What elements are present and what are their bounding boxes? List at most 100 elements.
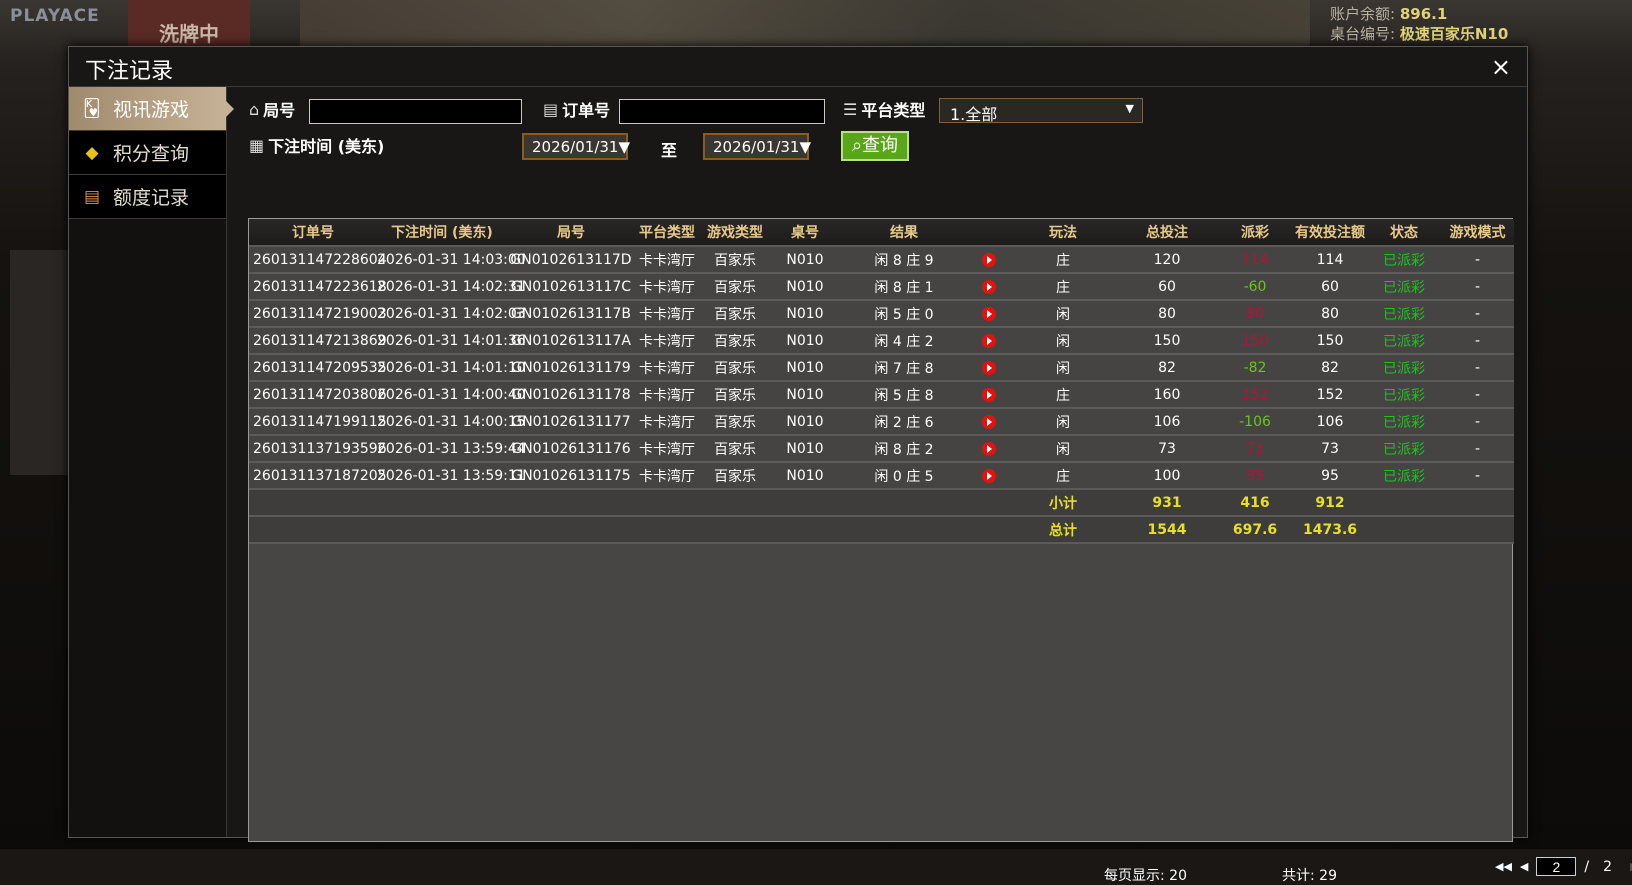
cell-platform: 卡卡湾厅 — [635, 273, 699, 301]
cell-status: 已派彩 — [1367, 408, 1441, 436]
cell-bet-type: 闲 — [1009, 408, 1117, 436]
cell-replay — [969, 246, 1009, 274]
cell-total-bet: 60 — [1117, 273, 1217, 301]
cell-payout: -82 — [1217, 354, 1293, 382]
play-video-icon[interactable] — [982, 252, 996, 267]
platform-select[interactable]: 1.全部 ▼ — [939, 98, 1143, 124]
shuffle-status: 洗牌中 — [128, 0, 250, 46]
table-row: 260131137187205 2026-01-31 13:59:11 GN0102… — [249, 462, 1514, 490]
empty-cell — [1367, 489, 1441, 517]
cell-bet-type: 庄 — [1009, 381, 1117, 409]
cell-platform: 卡卡湾厅 — [635, 462, 699, 490]
platform-select-value: 1.全部 — [950, 105, 998, 124]
round-input[interactable] — [309, 99, 522, 124]
cell-order-id: 260131147199115 — [249, 408, 387, 436]
column-header — [969, 219, 1009, 247]
order-label: ▤ 订单号 — [543, 97, 610, 121]
balance-label: 账户余额: — [1330, 5, 1396, 23]
cell-game-mode: - — [1441, 435, 1514, 463]
cell-game-mode: - — [1441, 273, 1514, 301]
cell-table-no: N010 — [771, 273, 839, 301]
cell-valid-bet: 60 — [1293, 273, 1367, 301]
order-label-text: 订单号 — [562, 101, 611, 120]
cell-bet-type: 庄 — [1009, 462, 1117, 490]
column-header: 游戏类型 — [699, 219, 771, 247]
cell-status: 已派彩 — [1367, 354, 1441, 382]
cell-bet-time: 2026-01-31 14:01:36 — [377, 327, 526, 355]
date-from-value: 2026/01/31 — [532, 138, 619, 156]
query-button[interactable]: ⌕查询 — [841, 131, 909, 161]
close-icon[interactable]: × — [1490, 53, 1511, 81]
cell-order-id: 260131147219003 — [249, 300, 387, 328]
cell-bet-type: 闲 — [1009, 300, 1117, 328]
cell-game-type: 百家乐 — [699, 354, 771, 382]
empty-cell — [699, 489, 771, 517]
live-video-strip — [300, 0, 1310, 46]
order-input[interactable] — [619, 99, 825, 124]
play-video-icon[interactable] — [982, 387, 996, 402]
cell-platform: 卡卡湾厅 — [635, 354, 699, 382]
cell-status: 已派彩 — [1367, 327, 1441, 355]
total-row: 总计 1544 697.6 1473.6 — [249, 516, 1514, 544]
cell-round-id: GN01026131177 — [507, 408, 635, 436]
clipboard-icon: ▤ — [543, 99, 559, 119]
table-label: 桌台编号: — [1330, 25, 1396, 43]
play-video-icon[interactable] — [982, 360, 996, 375]
play-video-icon[interactable] — [982, 333, 996, 348]
cell-replay — [969, 300, 1009, 328]
column-header: 订单号 — [249, 219, 377, 247]
sidebar-item-live-games[interactable]: 🂾 视讯游戏 — [69, 87, 234, 131]
cell-table-no: N010 — [771, 354, 839, 382]
empty-cell — [839, 516, 969, 544]
play-video-icon[interactable] — [982, 306, 996, 321]
sidebar-item-points-query[interactable]: ◆ 积分查询 — [69, 131, 226, 175]
cell-valid-bet: 73 — [1293, 435, 1367, 463]
empty-cell — [377, 516, 507, 544]
first-page-icon[interactable]: ◀◀ — [1495, 860, 1512, 873]
empty-cell — [507, 516, 635, 544]
empty-cell — [839, 489, 969, 517]
cell-bet-type: 闲 — [1009, 435, 1117, 463]
cell-table-no: N010 — [771, 327, 839, 355]
round-label-text: 局号 — [263, 101, 296, 120]
total-payout: 697.6 — [1217, 516, 1293, 544]
cell-payout: 95 — [1217, 462, 1293, 490]
cell-game-type: 百家乐 — [699, 462, 771, 490]
play-video-icon[interactable] — [982, 279, 996, 294]
cell-replay — [969, 327, 1009, 355]
cell-status: 已派彩 — [1367, 381, 1441, 409]
cell-order-id: 260131147209535 — [249, 354, 387, 382]
playing-cards-icon: 🂾 — [83, 98, 101, 119]
table-row: 260131147209535 2026-01-31 14:01:10 GN0102… — [249, 354, 1514, 382]
calendar-icon: ▦ — [249, 135, 265, 155]
sidebar-item-label: 视讯游戏 — [113, 99, 190, 121]
total-label: 总计 — [1009, 516, 1117, 544]
cell-round-id: GN01026131178 — [507, 381, 635, 409]
cell-result: 闲 4 庄 2 — [839, 327, 969, 355]
empty-cell — [249, 516, 377, 544]
empty-cell — [771, 489, 839, 517]
cell-game-type: 百家乐 — [699, 381, 771, 409]
cell-game-mode: - — [1441, 462, 1514, 490]
empty-cell — [1441, 489, 1514, 517]
cell-status: 已派彩 — [1367, 435, 1441, 463]
play-video-icon[interactable] — [982, 441, 996, 456]
prev-page-icon[interactable]: ◀ — [1519, 860, 1529, 873]
cell-game-type: 百家乐 — [699, 327, 771, 355]
column-header: 有效投注额 — [1293, 219, 1367, 247]
date-to-picker[interactable]: 2026/01/31▼ — [703, 133, 811, 160]
page-input[interactable] — [1536, 857, 1577, 876]
date-to-value: 2026/01/31 — [713, 138, 800, 156]
play-video-icon[interactable] — [982, 414, 996, 429]
cell-round-id: GN0102613117A — [507, 327, 635, 355]
sidebar-item-credit-records[interactable]: ▤ 额度记录 — [69, 175, 226, 219]
subtotal-valid-bet: 912 — [1293, 489, 1367, 517]
cell-round-id: GN01026131175 — [507, 462, 635, 490]
cell-bet-type: 闲 — [1009, 327, 1117, 355]
cell-payout: 73 — [1217, 435, 1293, 463]
play-video-icon[interactable] — [982, 468, 996, 483]
cell-result: 闲 0 庄 5 — [839, 462, 969, 490]
cell-total-bet: 120 — [1117, 246, 1217, 274]
subtotal-payout: 416 — [1217, 489, 1293, 517]
date-from-picker[interactable]: 2026/01/31▼ — [522, 133, 630, 160]
